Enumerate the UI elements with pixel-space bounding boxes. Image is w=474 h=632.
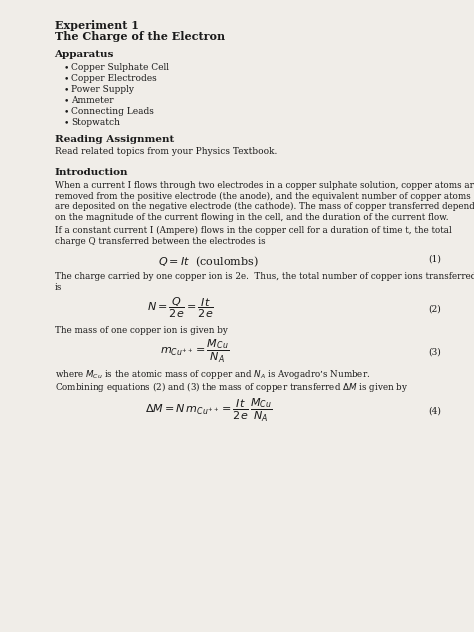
Text: $N = \dfrac{Q}{2e} = \dfrac{It}{2e}$: $N = \dfrac{Q}{2e} = \dfrac{It}{2e}$ [146,296,214,320]
Text: •: • [64,63,69,72]
Text: (4): (4) [428,407,441,416]
Text: Power Supply: Power Supply [71,85,134,94]
Text: where $M_{Cu}$ is the atomic mass of copper and $N_A$ is Avogadro’s Number.: where $M_{Cu}$ is the atomic mass of cop… [55,368,370,381]
Text: •: • [64,118,69,127]
Text: removed from the positive electrode (the anode), and the equivalent number of co: removed from the positive electrode (the… [55,191,470,200]
Text: $\Delta M = N\,m_{Cu^{++}} = \dfrac{It}{2e}\,\dfrac{M_{Cu}}{N_A}$: $\Delta M = N\,m_{Cu^{++}} = \dfrac{It}{… [145,396,272,423]
Text: (1): (1) [428,255,441,264]
Text: •: • [64,107,69,116]
Text: (2): (2) [428,305,441,314]
Text: Apparatus: Apparatus [55,50,114,59]
Text: When a current I flows through two electrodes in a copper sulphate solution, cop: When a current I flows through two elect… [55,181,474,190]
Text: (3): (3) [428,348,441,357]
Text: Copper Sulphate Cell: Copper Sulphate Cell [71,63,169,72]
Text: The charge carried by one copper ion is 2e.  Thus, the total number of copper io: The charge carried by one copper ion is … [55,272,474,281]
Text: If a constant current I (Ampere) flows in the copper cell for a duration of time: If a constant current I (Ampere) flows i… [55,226,451,235]
Text: Reading Assignment: Reading Assignment [55,135,174,144]
Text: on the magnitude of the current flowing in the cell, and the duration of the cur: on the magnitude of the current flowing … [55,212,448,221]
Text: $\mathit{Q} = \mathit{It}$  (coulombs): $\mathit{Q} = \mathit{It}$ (coulombs) [158,255,259,269]
Text: Introduction: Introduction [55,168,128,177]
Text: Read related topics from your Physics Textbook.: Read related topics from your Physics Te… [55,147,277,156]
Text: •: • [64,85,69,94]
Text: The Charge of the Electron: The Charge of the Electron [55,31,225,42]
Text: Connecting Leads: Connecting Leads [71,107,154,116]
Text: Copper Electrodes: Copper Electrodes [71,74,157,83]
Text: •: • [64,96,69,105]
Text: Stopwatch: Stopwatch [71,118,120,127]
Text: Experiment 1: Experiment 1 [55,20,138,31]
Text: The mass of one copper ion is given by: The mass of one copper ion is given by [55,326,228,335]
Text: •: • [64,74,69,83]
Text: is: is [55,283,62,291]
Text: Ammeter: Ammeter [71,96,114,105]
Text: Combining equations (2) and (3) the mass of copper transferred $\Delta M$ is giv: Combining equations (2) and (3) the mass… [55,380,408,394]
Text: $m_{Cu^{++}} = \dfrac{M_{Cu}}{N_A}$: $m_{Cu^{++}} = \dfrac{M_{Cu}}{N_A}$ [160,337,229,365]
Text: charge Q transferred between the electrodes is: charge Q transferred between the electro… [55,236,265,245]
Text: are deposited on the negative electrode (the cathode). The mass of copper transf: are deposited on the negative electrode … [55,202,474,211]
